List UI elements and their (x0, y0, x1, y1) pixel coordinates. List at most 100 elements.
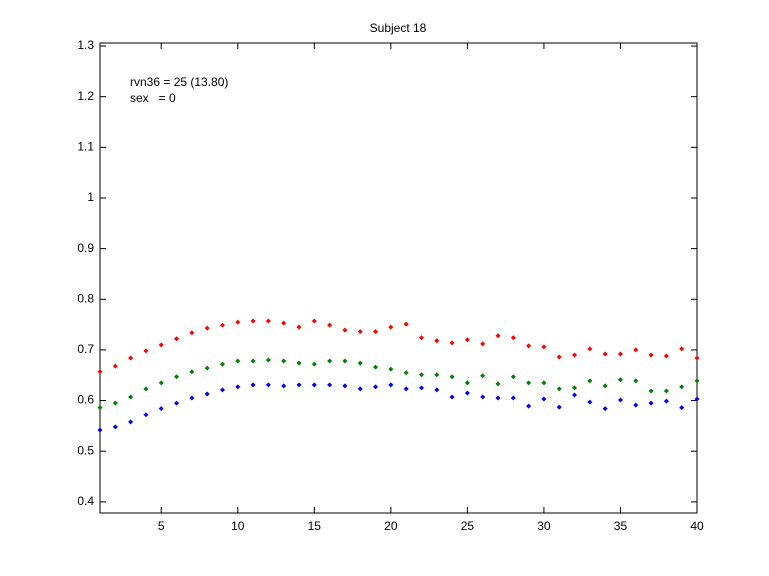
point (633, 347, 639, 353)
point (449, 374, 455, 380)
point (158, 380, 164, 386)
point (541, 380, 547, 386)
point (357, 360, 363, 366)
point (235, 384, 241, 390)
point (495, 395, 501, 401)
point (143, 386, 149, 392)
point (250, 382, 256, 388)
point (219, 361, 225, 367)
x-tick-label: 15 (308, 519, 322, 533)
point (434, 387, 440, 393)
point (204, 391, 210, 397)
point (342, 358, 348, 364)
point (587, 399, 593, 405)
y-tick-label: 1 (87, 190, 94, 204)
point (418, 385, 424, 391)
point (143, 348, 149, 354)
y-tick-label: 0.8 (77, 291, 94, 305)
point (388, 324, 394, 330)
y-tick-label: 0.9 (77, 241, 94, 255)
point (663, 388, 669, 394)
point (128, 419, 134, 425)
point (327, 322, 333, 328)
point (648, 400, 654, 406)
axes-box (99, 42, 698, 514)
point (388, 382, 394, 388)
point (572, 352, 578, 358)
point (158, 342, 164, 348)
point (265, 357, 271, 363)
point (572, 385, 578, 391)
point (449, 394, 455, 400)
point (480, 394, 486, 400)
point (189, 330, 195, 336)
point (510, 335, 516, 341)
point (128, 355, 134, 361)
x-tick-label: 40 (690, 519, 704, 533)
point (235, 358, 241, 364)
point (633, 402, 639, 408)
point (97, 427, 103, 433)
point (602, 383, 608, 389)
point (556, 386, 562, 392)
point (464, 390, 470, 396)
point (587, 378, 593, 384)
point (174, 374, 180, 380)
point (663, 398, 669, 404)
point (219, 387, 225, 393)
point (480, 341, 486, 347)
x-tick-label: 5 (158, 519, 165, 533)
point (219, 322, 225, 328)
point (143, 412, 149, 418)
y-tick-label: 0.4 (77, 494, 94, 508)
point (679, 384, 685, 390)
point (296, 382, 302, 388)
point (112, 363, 118, 369)
point (403, 370, 409, 376)
point (617, 351, 623, 357)
point (174, 336, 180, 342)
point (663, 353, 669, 359)
y-tick-label: 0.5 (77, 443, 94, 457)
point (633, 378, 639, 384)
point (694, 355, 700, 361)
point (265, 382, 271, 388)
point (357, 329, 363, 335)
x-tick-label: 25 (461, 519, 475, 533)
point (648, 388, 654, 394)
point (235, 319, 241, 325)
point (311, 382, 317, 388)
point (541, 396, 547, 402)
point (556, 354, 562, 360)
point (403, 386, 409, 392)
point (342, 327, 348, 333)
chart-title: Subject 18 (370, 21, 427, 35)
point (694, 396, 700, 402)
point (373, 364, 379, 370)
point (541, 344, 547, 350)
point (281, 358, 287, 364)
point (403, 321, 409, 327)
point (281, 320, 287, 326)
point (158, 406, 164, 412)
point (526, 343, 532, 349)
x-tick-label: 20 (384, 519, 398, 533)
point (617, 397, 623, 403)
point (648, 352, 654, 358)
point (97, 405, 103, 411)
point (373, 384, 379, 390)
point (327, 358, 333, 364)
point (388, 366, 394, 372)
point (265, 318, 271, 324)
point (526, 403, 532, 409)
point (572, 392, 578, 398)
point (434, 338, 440, 344)
point (510, 374, 516, 380)
y-tick-label: 0.6 (77, 393, 94, 407)
point (174, 400, 180, 406)
point (418, 335, 424, 341)
y-tick-label: 0.7 (77, 342, 94, 356)
point (296, 324, 302, 330)
